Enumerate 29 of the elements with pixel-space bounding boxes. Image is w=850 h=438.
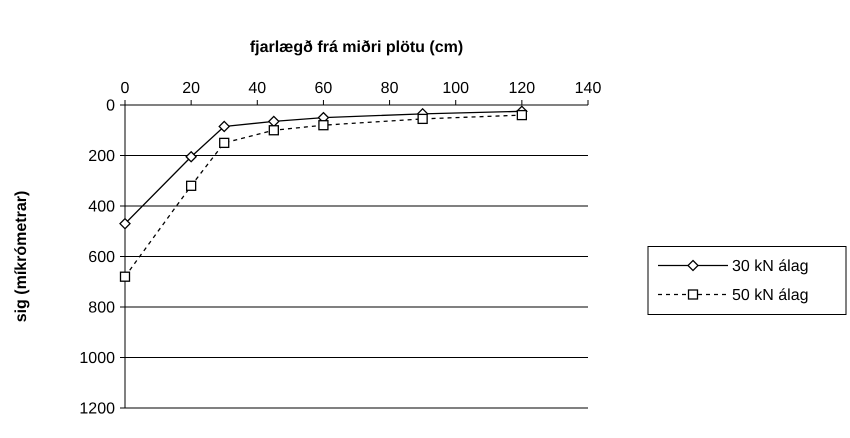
y-tick-label: 200 xyxy=(88,148,116,166)
y-tick-label: 1200 xyxy=(79,400,116,418)
point xyxy=(219,138,230,148)
point xyxy=(186,180,196,191)
y-tick-label: 0 xyxy=(106,98,116,115)
y-tick-label: 400 xyxy=(88,198,116,216)
x-tick-label: 100 xyxy=(442,80,470,97)
point xyxy=(120,272,130,282)
y-tick-label: 800 xyxy=(88,300,116,317)
point xyxy=(516,110,528,120)
x-axis-title: fjarlægð frá miðri plötu (cm) xyxy=(250,39,464,56)
point xyxy=(119,218,131,230)
point xyxy=(417,114,428,124)
legend-label: 30 kN álag xyxy=(732,258,808,276)
point xyxy=(318,120,329,130)
point xyxy=(268,125,279,136)
point xyxy=(185,151,197,162)
y-axis-title: sig (míkrómetrar) xyxy=(13,190,30,322)
x-tick-label: 80 xyxy=(380,80,399,97)
x-tick-label: 120 xyxy=(508,80,536,97)
y-tick-label: 600 xyxy=(88,249,116,266)
legend-label: 50 kN álag xyxy=(732,287,808,304)
x-tick-label: 60 xyxy=(314,80,332,97)
x-tick-label: 140 xyxy=(574,80,602,97)
x-tick-label: 40 xyxy=(248,80,266,97)
x-tick-label: 0 xyxy=(120,80,130,97)
y-tick-label: 1000 xyxy=(79,350,116,368)
x-tick-label: 20 xyxy=(182,80,200,97)
point xyxy=(218,120,230,132)
